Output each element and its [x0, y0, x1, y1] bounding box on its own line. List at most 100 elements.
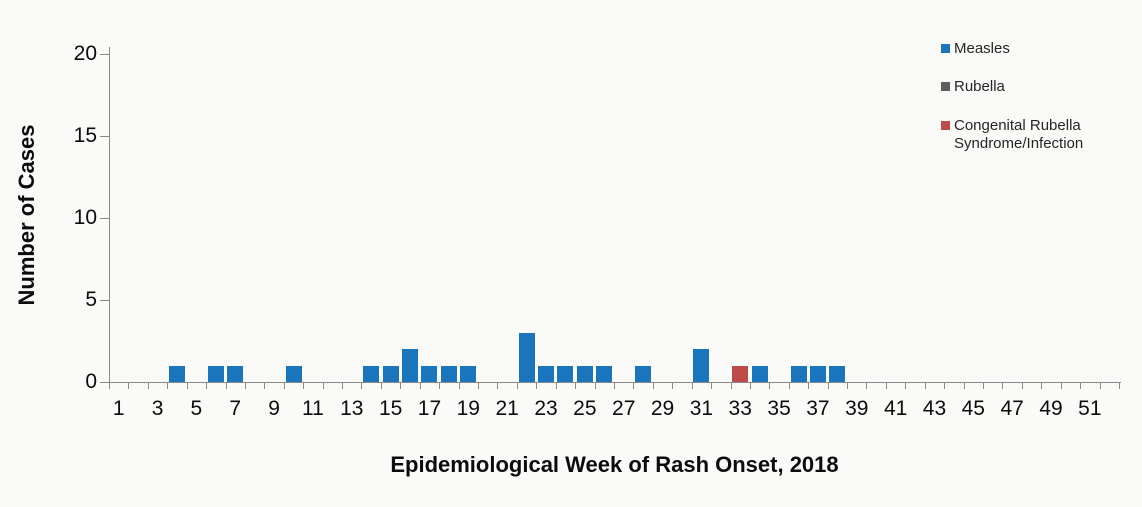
x-axis-title: Epidemiological Week of Rash Onset, 2018 [390, 452, 839, 477]
x-axis-tick [264, 383, 266, 389]
x-tick-label: 9 [268, 397, 280, 420]
x-axis-tick [1118, 383, 1120, 389]
x-axis-tick [147, 383, 149, 389]
x-axis-tick [244, 383, 246, 389]
x-axis-tick [536, 383, 538, 389]
x-axis-line [108, 382, 1121, 383]
x-tick-label: 3 [151, 397, 164, 420]
bar-week-19-measles [460, 365, 477, 382]
bar-week-18-measles [440, 365, 457, 382]
x-tick-label: 45 [961, 397, 985, 420]
x-axis-tick [633, 383, 635, 389]
x-tick-label: 41 [883, 397, 908, 420]
x-tick-label: 43 [922, 397, 947, 420]
y-axis-tick [100, 300, 109, 301]
x-axis-tick [419, 383, 421, 389]
y-axis-line [109, 47, 110, 383]
x-axis-tick [788, 383, 790, 389]
x-axis-tick [924, 383, 926, 389]
x-axis-tick [652, 383, 654, 389]
x-tick-label: 19 [456, 397, 480, 420]
x-tick-label: 21 [495, 397, 519, 420]
bar-week-4-measles [168, 365, 185, 382]
x-axis-tick [672, 383, 674, 389]
x-axis-tick [109, 383, 110, 389]
bar-week-37-measles [809, 365, 826, 382]
legend-item-congenital: Congenital Rubella Syndrome/Infection [941, 117, 1099, 153]
x-axis-tick [1080, 383, 1082, 389]
legend-item-measles: Measles [941, 40, 1099, 58]
x-axis-tick [186, 383, 188, 389]
x-tick-label: 23 [534, 397, 558, 420]
legend-label: Measles [954, 40, 1010, 57]
legend-swatch [941, 44, 950, 53]
x-axis-tick [730, 383, 732, 389]
x-axis-tick [497, 383, 499, 389]
x-tick-label: 17 [417, 397, 442, 420]
x-axis-tick [516, 383, 518, 389]
y-axis-tick [100, 136, 109, 137]
bar-week-17-measles [421, 365, 438, 382]
x-tick-label: 25 [573, 397, 597, 420]
x-axis-tick [1060, 383, 1062, 389]
x-axis-tick [322, 383, 324, 389]
bar-week-38-measles [829, 365, 846, 382]
y-tick-label: 0 [85, 370, 97, 393]
x-axis-tick [711, 383, 713, 389]
bar-week-25-measles [576, 365, 593, 382]
y-axis-tick [100, 54, 109, 55]
bar-week-7-measles [227, 365, 244, 382]
x-axis-tick [206, 383, 208, 389]
bar-week-15-measles [382, 365, 399, 382]
x-axis-tick [439, 383, 441, 389]
bar-week-6-measles [207, 365, 224, 382]
x-axis-tick [283, 383, 285, 389]
x-axis-tick [1041, 383, 1043, 389]
x-tick-label: 33 [728, 397, 752, 420]
x-axis-tick [458, 383, 460, 389]
x-tick-label: 35 [767, 397, 791, 420]
x-axis-tick [808, 383, 810, 389]
x-axis-tick [885, 383, 887, 389]
x-axis-tick [983, 383, 985, 389]
y-tick-label: 5 [85, 288, 97, 311]
x-axis-tick [400, 383, 402, 389]
x-axis-tick [478, 383, 480, 389]
x-tick-label: 31 [689, 397, 714, 420]
x-axis-tick [613, 383, 615, 389]
x-axis-tick [225, 383, 227, 389]
x-axis-tick [1002, 383, 1004, 389]
x-axis-tick [555, 383, 557, 389]
legend-item-rubella: Rubella [941, 78, 1099, 96]
x-axis-tick [575, 383, 577, 389]
x-tick-label: 11 [302, 397, 324, 420]
bar-week-16-measles [402, 349, 419, 382]
x-axis-tick [594, 383, 596, 389]
legend-swatch [941, 121, 950, 130]
x-axis-tick [1099, 383, 1101, 389]
y-tick-label: 10 [73, 206, 97, 229]
x-axis-tick [691, 383, 693, 389]
y-tick-label: 20 [73, 42, 97, 65]
bar-week-14-measles [363, 365, 380, 382]
x-axis-tick [361, 383, 363, 389]
x-tick-label: 7 [229, 397, 242, 420]
bar-week-26-measles [596, 365, 613, 382]
bar-week-33-congenital [732, 365, 749, 382]
x-tick-label: 15 [378, 397, 403, 420]
x-axis-tick [769, 383, 771, 389]
x-axis-tick [303, 383, 305, 389]
x-tick-label: 39 [845, 397, 869, 420]
x-tick-label: 37 [806, 397, 830, 420]
bar-week-22-measles [518, 332, 535, 382]
y-axis-tick [100, 382, 109, 383]
y-axis-tick [100, 218, 109, 219]
x-axis-tick [827, 383, 829, 389]
x-axis-tick [944, 383, 946, 389]
legend-swatch [941, 82, 950, 91]
y-tick-label: 15 [73, 124, 97, 147]
x-tick-label: 27 [612, 397, 636, 420]
x-tick-label: 1 [112, 397, 125, 420]
x-tick-label: 29 [650, 397, 675, 420]
